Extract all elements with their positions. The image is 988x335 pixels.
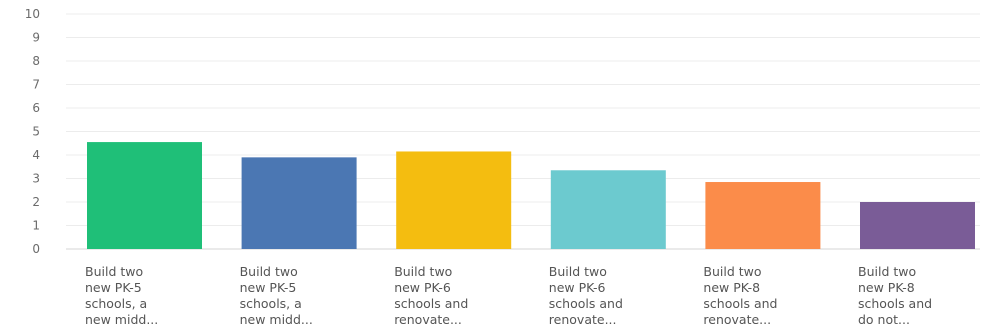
y-tick-label: 1	[32, 219, 40, 233]
bar[interactable]	[705, 182, 821, 249]
y-tick-label: 5	[32, 125, 40, 139]
y-tick-label: 6	[32, 101, 40, 115]
x-category-label-line: renovate...	[703, 312, 772, 327]
x-category-label-line: renovate...	[548, 312, 617, 327]
bar-chart: 0 1 2 3 4 5 6 7 8 9 10	[25, 7, 980, 256]
x-category-label-line: schools and	[703, 296, 778, 311]
y-tick-label: 4	[32, 148, 40, 162]
x-category-label: Build two new PK-5 schools, a new midd...	[85, 264, 205, 328]
y-axis-ticks: 0 1 2 3 4 5 6 7 8 9 10	[25, 7, 40, 256]
y-tick-label: 10	[25, 7, 40, 21]
bar[interactable]	[241, 157, 357, 249]
y-tick-label: 9	[32, 31, 40, 45]
x-category-label-line: schools and	[858, 296, 933, 311]
x-category-label: Build two new PK-8 schools and do not...	[858, 264, 978, 328]
x-category-label-line: do not...	[858, 312, 910, 327]
x-category-label-line: Build two	[85, 264, 144, 279]
x-category-label-line: Build two	[548, 264, 607, 279]
x-category-label: Build two new PK-6 schools and renovate...	[394, 264, 514, 328]
x-category-label-line: schools, a	[85, 296, 148, 311]
bar[interactable]	[396, 151, 512, 249]
x-category-label-line: Build two	[394, 264, 453, 279]
x-category-label: Build two new PK-5 schools, a new midd...	[240, 264, 360, 328]
x-category-label-line: schools, a	[239, 296, 302, 311]
x-category-label-line: new midd...	[239, 312, 313, 327]
bar[interactable]	[860, 202, 975, 249]
x-category-label-line: Build two	[703, 264, 762, 279]
y-tick-label: 7	[32, 78, 40, 92]
y-tick-label: 3	[32, 172, 40, 186]
y-tick-label: 0	[32, 242, 40, 256]
x-category-label-line: Build two	[858, 264, 917, 279]
x-category-label: Build two new PK-6 schools and renovate...	[549, 264, 669, 328]
bar[interactable]	[550, 170, 666, 249]
bar[interactable]	[87, 142, 202, 249]
x-category-label-line: new PK-5	[239, 280, 297, 295]
x-category-label-line: schools and	[394, 296, 469, 311]
x-category-label-line: renovate...	[394, 312, 462, 327]
x-category-label-line: new PK-6	[548, 280, 606, 295]
x-category-label: Build two new PK-8 schools and renovate...	[703, 264, 823, 328]
x-category-label-line: schools and	[548, 296, 623, 311]
x-category-label-line: new PK-6	[394, 280, 451, 295]
bars	[87, 142, 975, 249]
gridlines	[66, 13, 980, 250]
x-category-label-line: new PK-8	[703, 280, 761, 295]
x-category-label-line: Build two	[239, 264, 298, 279]
y-tick-label: 8	[32, 54, 40, 68]
x-category-label-line: new PK-8	[858, 280, 915, 295]
y-tick-label: 2	[32, 195, 40, 209]
x-category-label-line: new midd...	[85, 312, 159, 327]
x-category-label-line: new PK-5	[85, 280, 142, 295]
